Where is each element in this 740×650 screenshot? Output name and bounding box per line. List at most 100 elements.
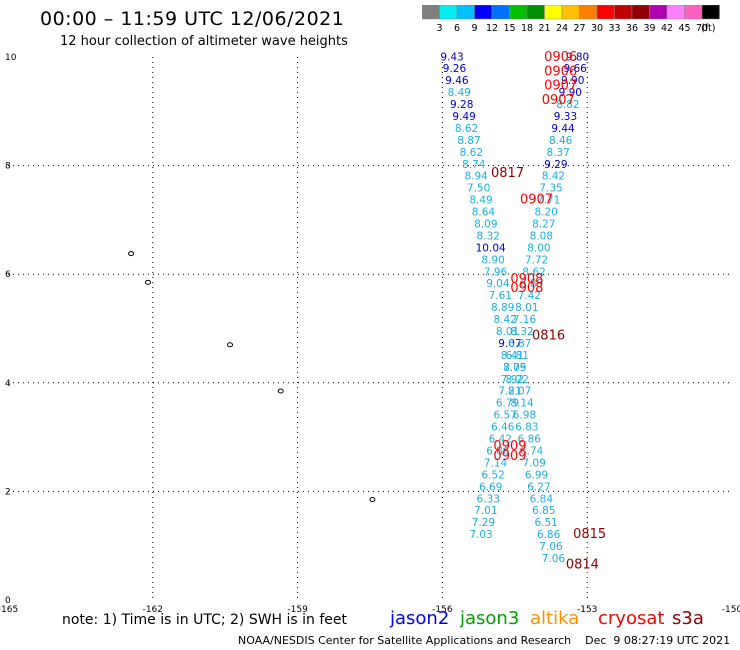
wave-height-value: 7.71 [537,195,560,207]
wave-height-value: 8.07 [508,386,531,398]
wave-height-value: 8.41 [501,350,524,362]
wave-height-value: 8.64 [472,207,496,219]
colorbar-tick-label: 18 [521,23,533,34]
wave-height-value: 8.74 [462,159,486,171]
wave-height-value: 6.52 [481,469,504,481]
wave-height-value: 8.37 [547,147,570,159]
wave-height-value: 8.62 [522,266,545,278]
colorbar-tick-label: 42 [661,23,673,34]
wave-height-value: 8.05 [503,362,526,374]
colorbar-tick-label: 3 [436,23,442,34]
colorbar-tick-label: 9 [471,23,477,34]
wave-height-value: 9.07 [498,338,521,350]
pass-time-label: 0906 [544,64,577,79]
wave-height-value: 7.03 [469,529,492,541]
wave-height-value: 6.83 [515,422,538,434]
wave-height-value: 9.04 [486,278,510,290]
colorbar-unit-label: (ft) [701,23,715,34]
colorbar-tick-label: 15 [503,23,515,34]
wave-height-value: 8.08 [530,230,553,242]
x-tick-label: -159 [287,605,308,615]
wave-height-value: 7.14 [484,457,508,469]
wave-height-value: 8.00 [527,242,550,254]
colorbar-tick-label: 33 [608,23,620,34]
island-outline [227,342,234,348]
wave-height-value: 6.42 [489,434,512,446]
legend-jason2: jason2 [390,608,450,629]
wave-height-value: 8.09 [474,219,497,231]
y-tick-label: 0 [5,596,11,606]
wave-height-value: 8.62 [455,123,478,135]
wave-height-value: 6.84 [530,493,554,505]
page-title: 00:00 – 11:59 UTC 12/06/2021 [40,8,345,30]
wave-height-value: 7.35 [539,183,562,195]
pass-time-label: 0907 [520,193,553,208]
wave-height-value: 8.22 [506,374,529,386]
x-tick-label: -162 [143,605,163,615]
wave-height-value: 7.29 [472,517,495,529]
x-tick-label: -150 [722,605,740,615]
wave-height-value: 8.27 [532,219,555,231]
wave-height-value: 9.90 [561,75,584,87]
pass-time-label: 0816 [532,328,565,343]
wave-height-value: 9.90 [559,87,582,99]
wave-height-value: 6.69 [479,481,502,493]
wave-height-value: 6.86 [518,434,542,446]
colorbar-tick-label: 6 [454,23,460,34]
wave-height-value: 8.49 [469,195,492,207]
wave-height-value: 7.01 [474,505,497,517]
x-tick-label: -165 [0,605,18,615]
pass-time-label: 0817 [491,166,524,181]
units-note: note: 1) Time is in UTC; 2) SWH is in fe… [62,612,348,628]
wave-height-value: 8.42 [542,171,565,183]
wave-height-value: 6.79 [496,398,519,410]
colorbar-tick-label: 12 [486,23,498,34]
pass-time-label: 0907 [544,79,577,94]
colorbar-tick-label: 30 [591,23,603,34]
y-tick-label: 6 [5,270,11,280]
wave-height-value: 9.80 [566,51,589,63]
legend-altika: altika [530,608,580,629]
pass-time-label: 0907 [542,93,575,108]
x-tick-label: -156 [432,605,453,615]
wave-height-value: 6.86 [537,529,561,541]
pass-time-label: 0909 [493,439,526,454]
wave-height-value: 7.06 [539,541,563,553]
colorbar-tick-label: 70 [696,23,708,34]
island-outline [128,251,135,257]
wave-height-value: 9.66 [563,63,587,75]
wave-height-value: 6.86 [486,445,510,457]
wave-height-value: 6.99 [525,469,548,481]
wave-height-value: 6.27 [527,481,550,493]
x-tick-label: -153 [577,605,597,615]
color-scale-legend: 3 6 9 12 15 18 21 24 27 30 33 36 39 42 45 70(ft) [422,5,720,34]
pass-time-label: 0908 [510,281,543,296]
wave-height-value: 9.44 [551,123,575,135]
wave-height-value: 8.42 [493,314,516,326]
wave-height-value: 7.96 [484,266,508,278]
wave-height-value: 8.87 [457,135,480,147]
wave-height-value: 6.46 [491,422,515,434]
wave-height-value: 7.79 [503,362,526,374]
page-subtitle: 12 hour collection of altimeter wave hei… [60,34,348,49]
colorbar-tick-label: 21 [538,23,550,34]
wave-height-value: 6.74 [520,445,544,457]
colorbar-tick-label: 36 [626,23,638,34]
wave-height-value: 6.81 [506,350,529,362]
y-tick-label: 2 [5,487,11,497]
island-outline [144,279,151,285]
wave-height-value: 8.01 [515,302,538,314]
colorbar-tick-label: 39 [643,23,655,34]
wave-height-value: 6.57 [493,410,516,422]
wave-height-value: 9.26 [443,63,467,75]
wave-height-value: 9.33 [554,111,577,123]
pass-time-label: 0908 [510,272,543,287]
island-outline [277,388,284,394]
colorbar-tick-label: 24 [556,23,568,34]
wave-height-value: 7.21 [498,386,521,398]
wave-height-value: 8.46 [549,135,573,147]
wave-height-value: 6.87 [508,338,531,350]
wave-height-value: 8.01 [496,326,519,338]
pass-time-label: 0815 [573,527,606,542]
